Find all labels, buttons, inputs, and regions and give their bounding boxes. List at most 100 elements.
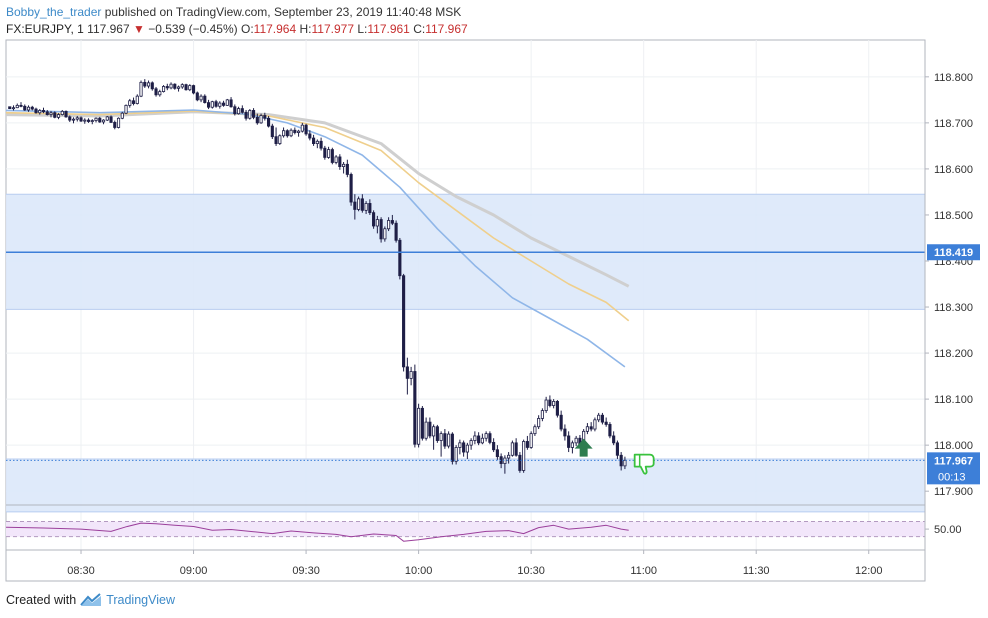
candle[interactable] bbox=[477, 432, 481, 446]
candle[interactable] bbox=[64, 110, 68, 118]
candle[interactable] bbox=[158, 89, 162, 97]
candle[interactable] bbox=[349, 172, 353, 206]
candle[interactable] bbox=[345, 159, 349, 178]
candle[interactable] bbox=[420, 406, 424, 441]
candle[interactable] bbox=[600, 412, 604, 425]
candle[interactable] bbox=[480, 433, 484, 445]
candle[interactable] bbox=[522, 439, 526, 473]
candle[interactable] bbox=[492, 438, 496, 453]
candle[interactable] bbox=[195, 91, 199, 102]
time-axis[interactable]: 08:30 09:00 09:30 10:00 10:30 11:00 11:30 12:00 bbox=[67, 550, 883, 577]
candle[interactable] bbox=[289, 128, 293, 138]
candle[interactable] bbox=[259, 113, 263, 124]
candle[interactable] bbox=[372, 210, 376, 229]
candle[interactable] bbox=[221, 100, 226, 107]
candle[interactable] bbox=[252, 108, 256, 120]
candle[interactable] bbox=[458, 439, 462, 455]
candle[interactable] bbox=[98, 116, 102, 123]
candle[interactable] bbox=[548, 395, 552, 408]
candle[interactable] bbox=[439, 431, 443, 457]
candle[interactable] bbox=[184, 83, 188, 91]
candle[interactable] bbox=[409, 366, 413, 386]
candle[interactable] bbox=[274, 127, 278, 146]
candle[interactable] bbox=[405, 357, 409, 395]
candle[interactable] bbox=[533, 424, 537, 436]
candle[interactable] bbox=[518, 452, 522, 473]
candle[interactable] bbox=[447, 431, 451, 449]
candle[interactable] bbox=[120, 111, 124, 120]
candle[interactable] bbox=[233, 104, 237, 116]
candle[interactable] bbox=[383, 226, 387, 242]
candle[interactable] bbox=[604, 417, 608, 427]
candle[interactable] bbox=[443, 429, 447, 449]
candle[interactable] bbox=[525, 435, 529, 450]
candle[interactable] bbox=[585, 423, 589, 435]
candle[interactable] bbox=[327, 146, 331, 159]
candle[interactable] bbox=[270, 123, 274, 139]
candle[interactable] bbox=[304, 123, 308, 136]
candle[interactable] bbox=[86, 118, 91, 123]
candle[interactable] bbox=[574, 435, 578, 447]
candle[interactable] bbox=[15, 103, 19, 109]
candle[interactable] bbox=[23, 104, 27, 111]
candle[interactable] bbox=[454, 445, 458, 465]
candle[interactable] bbox=[360, 194, 364, 213]
candle[interactable] bbox=[165, 83, 169, 91]
candle[interactable] bbox=[342, 162, 346, 174]
candle[interactable] bbox=[214, 99, 218, 108]
candle[interactable] bbox=[19, 102, 23, 108]
candle[interactable] bbox=[387, 217, 391, 232]
candle[interactable] bbox=[135, 94, 139, 105]
candle[interactable] bbox=[589, 422, 593, 432]
candle[interactable] bbox=[83, 118, 87, 124]
candle[interactable] bbox=[563, 424, 567, 441]
candle[interactable] bbox=[203, 94, 207, 104]
candle[interactable] bbox=[116, 117, 121, 129]
candle[interactable] bbox=[90, 119, 94, 125]
candle[interactable] bbox=[507, 452, 511, 464]
candle[interactable] bbox=[297, 129, 301, 137]
candle[interactable] bbox=[225, 98, 229, 106]
candle[interactable] bbox=[495, 445, 499, 460]
candle[interactable] bbox=[150, 81, 154, 91]
chart-markers[interactable] bbox=[574, 438, 655, 475]
candle[interactable] bbox=[244, 109, 248, 121]
candle[interactable] bbox=[338, 154, 342, 170]
candle[interactable] bbox=[608, 422, 612, 439]
candle[interactable] bbox=[334, 155, 338, 165]
candle[interactable] bbox=[432, 424, 436, 450]
candle[interactable] bbox=[537, 415, 541, 430]
candle[interactable] bbox=[300, 122, 304, 133]
candle[interactable] bbox=[206, 99, 211, 110]
candle[interactable] bbox=[94, 117, 98, 123]
candle[interactable] bbox=[75, 115, 79, 122]
candle[interactable] bbox=[308, 130, 312, 141]
candle[interactable] bbox=[105, 115, 109, 122]
candle[interactable] bbox=[469, 438, 473, 450]
candle[interactable] bbox=[26, 105, 31, 112]
candle[interactable] bbox=[570, 440, 574, 454]
candle[interactable] bbox=[191, 84, 196, 95]
candle[interactable] bbox=[364, 201, 368, 215]
author-link[interactable]: Bobby_the_trader bbox=[6, 5, 102, 19]
candle[interactable] bbox=[71, 117, 76, 124]
candle[interactable] bbox=[124, 104, 128, 115]
candle[interactable] bbox=[199, 94, 203, 103]
candle[interactable] bbox=[552, 399, 556, 409]
candle[interactable] bbox=[278, 134, 282, 145]
candle[interactable] bbox=[237, 106, 241, 115]
candle[interactable] bbox=[128, 98, 132, 108]
candle[interactable] bbox=[319, 137, 323, 151]
candle[interactable] bbox=[218, 101, 222, 109]
candle[interactable] bbox=[60, 109, 64, 116]
candle[interactable] bbox=[113, 120, 117, 130]
candle[interactable] bbox=[623, 456, 627, 470]
candle[interactable] bbox=[45, 109, 49, 116]
candle[interactable] bbox=[593, 417, 597, 432]
candle[interactable] bbox=[488, 431, 492, 445]
candle[interactable] bbox=[267, 115, 271, 128]
candle[interactable] bbox=[390, 214, 394, 226]
candle[interactable] bbox=[109, 115, 113, 123]
candle[interactable] bbox=[293, 127, 297, 135]
candle[interactable] bbox=[394, 220, 398, 243]
